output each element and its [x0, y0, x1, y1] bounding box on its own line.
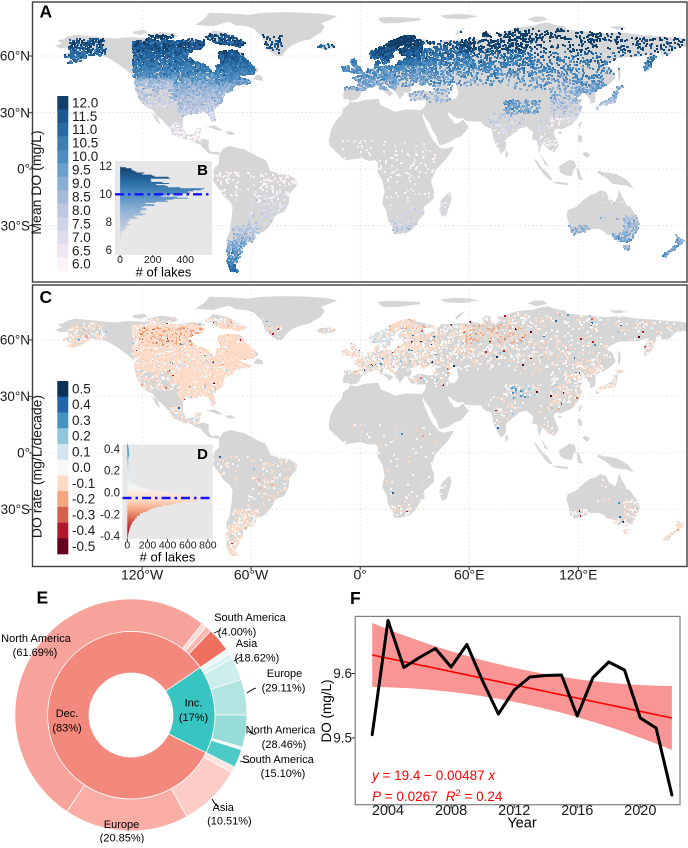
svg-text:0.3: 0.3 — [72, 413, 91, 428]
svg-text:(4.00%): (4.00%) — [218, 627, 257, 639]
svg-text:-0.3: -0.3 — [72, 507, 95, 522]
svg-text:0.0: 0.0 — [72, 460, 91, 475]
svg-text:0°: 0° — [17, 446, 30, 461]
svg-text:B: B — [197, 162, 208, 179]
svg-text:(28.46%): (28.46%) — [262, 739, 307, 751]
svg-text:120°E: 120°E — [559, 567, 597, 583]
svg-text:800: 800 — [199, 540, 217, 552]
svg-text:60°N: 60°N — [0, 333, 30, 348]
svg-text:12: 12 — [99, 161, 112, 173]
svg-text:6: 6 — [106, 245, 112, 257]
svg-text:0°: 0° — [354, 567, 367, 583]
svg-text:2012: 2012 — [498, 803, 530, 819]
svg-text:0°: 0° — [17, 162, 30, 177]
svg-text:7.0: 7.0 — [72, 230, 91, 245]
svg-text:Asia: Asia — [236, 638, 258, 650]
svg-text:60°E: 60°E — [454, 567, 485, 583]
svg-text:0: 0 — [124, 540, 130, 552]
svg-text:11.5: 11.5 — [72, 109, 97, 124]
svg-text:Mean DO (mg/L): Mean DO (mg/L) — [28, 130, 44, 234]
svg-text:10.0: 10.0 — [72, 149, 98, 164]
svg-text:7.5: 7.5 — [72, 216, 91, 231]
svg-text:(17%): (17%) — [179, 712, 208, 724]
svg-text:8.5: 8.5 — [72, 190, 91, 205]
svg-text:9.5: 9.5 — [333, 730, 352, 745]
svg-text:0.0: 0.0 — [104, 488, 120, 500]
svg-text:(15.10%): (15.10%) — [261, 768, 306, 780]
svg-text:6.0: 6.0 — [72, 257, 91, 272]
svg-text:400: 400 — [176, 254, 194, 266]
svg-text:2020: 2020 — [624, 803, 656, 819]
svg-text:200: 200 — [144, 254, 162, 266]
svg-text:9.0: 9.0 — [72, 176, 91, 191]
svg-text:(61.69%): (61.69%) — [13, 647, 58, 659]
svg-text:-0.4: -0.4 — [72, 523, 96, 538]
svg-text:0.2: 0.2 — [72, 429, 91, 444]
svg-text:Europe: Europe — [267, 668, 302, 680]
svg-text:10.5: 10.5 — [72, 136, 98, 151]
svg-text:11.0: 11.0 — [72, 122, 97, 137]
svg-text:(83%): (83%) — [52, 723, 81, 735]
svg-text:DO (mg/L): DO (mg/L) — [319, 679, 334, 742]
svg-text:-0.2: -0.2 — [100, 509, 120, 521]
svg-text:0.1: 0.1 — [72, 444, 91, 459]
svg-text:-0.1: -0.1 — [72, 476, 95, 491]
svg-text:30°N: 30°N — [0, 389, 30, 404]
svg-text:Year: Year — [507, 816, 536, 832]
svg-text:(10.51%): (10.51%) — [207, 816, 252, 828]
svg-text:2008: 2008 — [435, 803, 467, 819]
svg-text:0.5: 0.5 — [72, 382, 91, 397]
svg-text:8.0: 8.0 — [72, 203, 91, 218]
svg-text:0.4: 0.4 — [104, 444, 121, 456]
svg-text:# of lakes: # of lakes — [140, 550, 196, 565]
svg-text:400: 400 — [159, 540, 177, 552]
svg-text:9.6: 9.6 — [333, 666, 352, 681]
svg-text:North America: North America — [1, 633, 72, 645]
svg-text:North America: North America — [246, 724, 317, 736]
svg-text:(29.11%): (29.11%) — [262, 683, 306, 695]
svg-text:8: 8 — [106, 217, 112, 229]
svg-text:-0.2: -0.2 — [72, 492, 95, 507]
svg-text:South America: South America — [214, 612, 286, 624]
svg-text:DO rate (mg/L/decade): DO rate (mg/L/decade) — [29, 395, 45, 538]
svg-text:Inc.: Inc. — [185, 698, 203, 710]
svg-text:2004: 2004 — [372, 803, 404, 819]
svg-text:-0.4: -0.4 — [100, 531, 120, 543]
svg-text:30°S: 30°S — [1, 502, 30, 517]
svg-text:30°N: 30°N — [0, 105, 30, 120]
svg-text:120°W: 120°W — [121, 567, 164, 583]
svg-text:12.0: 12.0 — [72, 95, 98, 110]
svg-text:C: C — [40, 287, 53, 307]
svg-text:60°N: 60°N — [0, 49, 30, 64]
svg-text:A: A — [40, 2, 53, 22]
svg-text:# of lakes: # of lakes — [136, 265, 192, 280]
svg-text:-0.5: -0.5 — [72, 539, 95, 554]
svg-text:30°S: 30°S — [1, 218, 30, 233]
svg-text:60°W: 60°W — [234, 567, 269, 583]
svg-text:y = 19.4 − 0.00487 x: y = 19.4 − 0.00487 x — [371, 768, 496, 783]
svg-text:(20.85%): (20.85%) — [100, 833, 145, 844]
svg-text:(18.62%): (18.62%) — [235, 653, 280, 665]
svg-text:6.5: 6.5 — [72, 243, 91, 258]
svg-text:10: 10 — [99, 189, 112, 201]
svg-text:D: D — [197, 446, 208, 463]
svg-text:200: 200 — [139, 540, 157, 552]
svg-text:Europe: Europe — [104, 819, 139, 831]
svg-text:600: 600 — [179, 540, 197, 552]
svg-text:0: 0 — [117, 254, 123, 266]
svg-text:0.4: 0.4 — [72, 397, 91, 412]
svg-text:Dec.: Dec. — [56, 708, 79, 720]
svg-text:E: E — [37, 588, 49, 608]
svg-text:2016: 2016 — [561, 803, 593, 819]
svg-text:South America: South America — [242, 754, 314, 766]
svg-text:9.5: 9.5 — [72, 163, 91, 178]
svg-text:Asia: Asia — [212, 802, 234, 814]
svg-text:F: F — [350, 588, 361, 608]
svg-text:0.2: 0.2 — [104, 466, 120, 478]
